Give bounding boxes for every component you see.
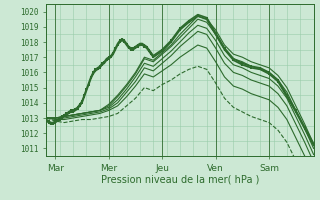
- X-axis label: Pression niveau de la mer( hPa ): Pression niveau de la mer( hPa ): [101, 174, 259, 184]
